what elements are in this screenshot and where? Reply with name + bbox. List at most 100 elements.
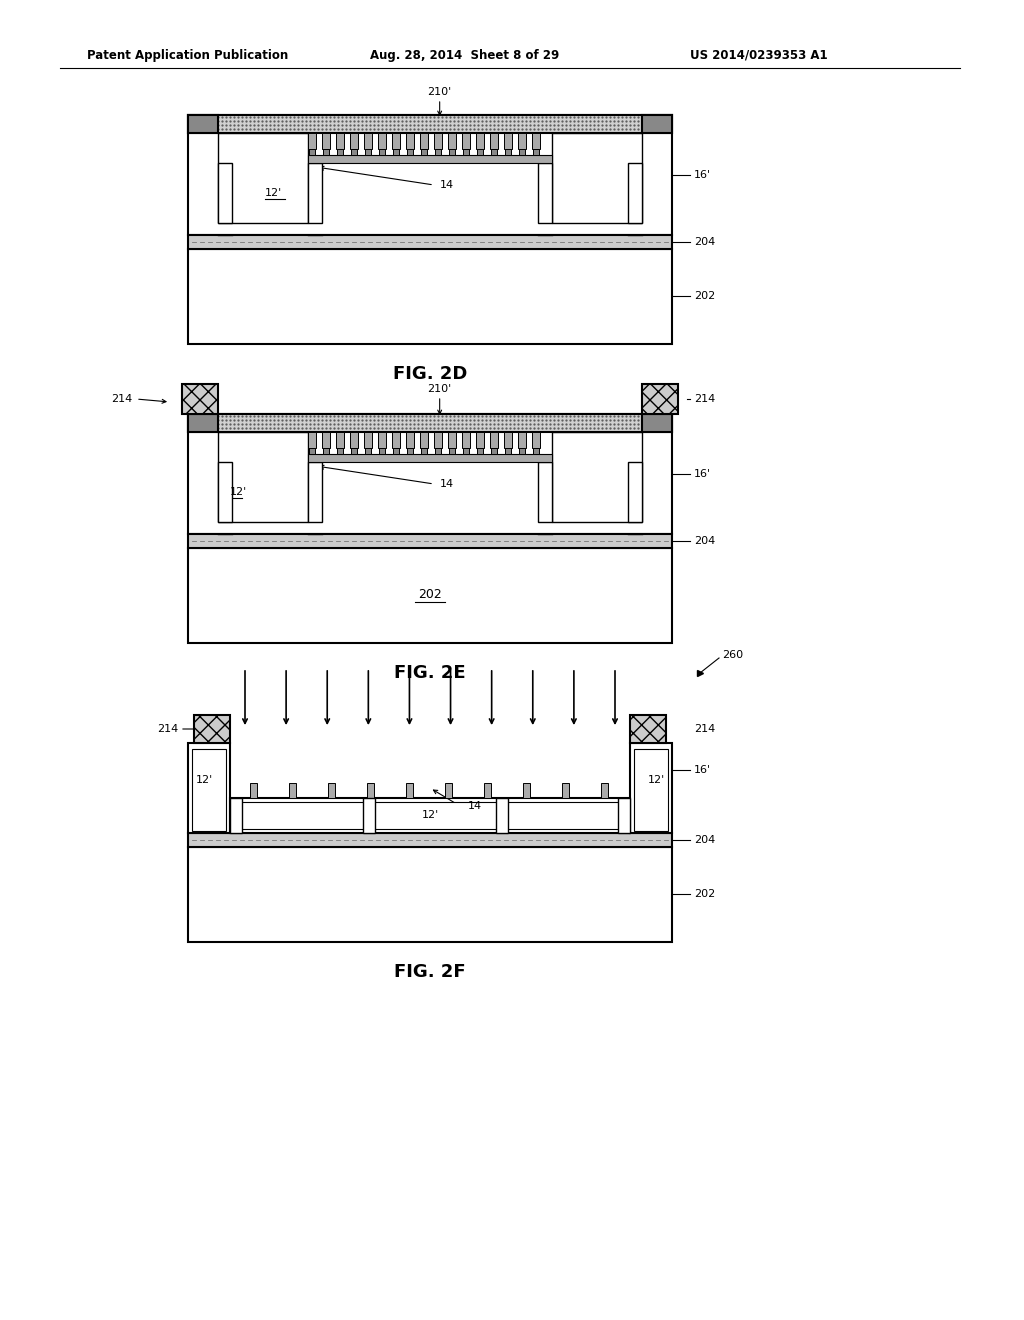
Bar [420, 432, 428, 447]
Bar [336, 133, 344, 149]
Text: 204: 204 [694, 836, 715, 845]
Bar [309, 149, 315, 154]
Bar [230, 799, 630, 833]
Bar [188, 833, 672, 847]
Bar [367, 783, 374, 799]
Bar [365, 447, 371, 454]
Bar [538, 162, 552, 223]
Bar [188, 249, 672, 345]
Bar [218, 133, 308, 223]
Bar [406, 783, 413, 799]
Bar [420, 133, 428, 149]
Bar [322, 432, 330, 447]
Bar [308, 133, 316, 149]
Text: 12': 12' [196, 775, 213, 785]
Bar [434, 133, 442, 149]
Bar [378, 133, 386, 149]
Bar [518, 133, 526, 149]
Text: 210': 210' [428, 87, 452, 96]
Bar [393, 447, 399, 454]
Bar [476, 133, 484, 149]
Bar [532, 133, 540, 149]
Bar [601, 783, 608, 799]
Text: 16': 16' [694, 170, 711, 180]
Bar [308, 462, 322, 521]
Bar [323, 149, 329, 154]
Bar [630, 715, 666, 743]
Bar [449, 432, 456, 447]
Bar [534, 447, 539, 454]
Text: 204: 204 [694, 238, 715, 247]
Bar [518, 432, 526, 447]
Bar [538, 462, 552, 521]
Bar [336, 432, 344, 447]
Bar [188, 743, 230, 833]
Bar [532, 432, 540, 447]
Text: 12': 12' [229, 487, 247, 498]
Bar [463, 149, 469, 154]
Bar [445, 783, 452, 799]
Bar [351, 149, 357, 154]
Bar [188, 235, 672, 249]
Text: 210': 210' [428, 384, 452, 393]
Text: 260: 260 [722, 649, 743, 660]
Bar [449, 133, 456, 149]
Text: FIG. 2E: FIG. 2E [394, 664, 466, 682]
Bar [309, 447, 315, 454]
Bar [250, 783, 257, 799]
Text: 214: 214 [157, 723, 178, 734]
Bar [393, 149, 399, 154]
Bar [496, 799, 508, 833]
Text: 214: 214 [694, 723, 715, 734]
Bar [194, 715, 230, 743]
Bar [218, 462, 232, 521]
Text: 16': 16' [694, 766, 711, 775]
Bar [642, 414, 672, 432]
Text: FIG. 2F: FIG. 2F [394, 964, 466, 981]
Bar [406, 133, 414, 149]
Text: US 2014/0239353 A1: US 2014/0239353 A1 [690, 49, 827, 62]
Bar [308, 454, 552, 462]
Bar [379, 447, 385, 454]
Bar [406, 432, 414, 447]
Bar [188, 847, 672, 942]
Bar [449, 447, 455, 454]
Bar [218, 432, 308, 521]
Bar [407, 447, 413, 454]
Bar [463, 447, 469, 454]
Bar [392, 432, 400, 447]
Bar [308, 432, 316, 447]
Bar [188, 414, 672, 432]
Bar [188, 115, 218, 133]
Bar [364, 432, 372, 447]
Bar [350, 133, 358, 149]
Bar [218, 162, 232, 223]
Bar [188, 115, 672, 235]
Bar [323, 447, 329, 454]
Text: 204: 204 [694, 536, 715, 546]
Bar [308, 154, 552, 162]
Bar [188, 548, 672, 643]
Bar [378, 432, 386, 447]
Bar [476, 432, 484, 447]
Bar [519, 149, 525, 154]
Text: 16': 16' [694, 469, 711, 479]
Bar [642, 384, 678, 414]
Bar [392, 133, 400, 149]
Bar [562, 783, 569, 799]
Text: 14: 14 [468, 801, 482, 810]
Bar [552, 133, 642, 223]
Bar [337, 149, 343, 154]
Text: 214: 214 [111, 393, 132, 404]
Text: 202: 202 [418, 589, 442, 602]
Bar [350, 432, 358, 447]
Bar [362, 799, 375, 833]
Bar [182, 384, 218, 414]
Bar [230, 799, 242, 833]
Bar [193, 748, 226, 832]
Bar [477, 447, 483, 454]
Bar [434, 432, 442, 447]
Bar [490, 447, 497, 454]
Bar [618, 799, 630, 833]
Bar [504, 432, 512, 447]
